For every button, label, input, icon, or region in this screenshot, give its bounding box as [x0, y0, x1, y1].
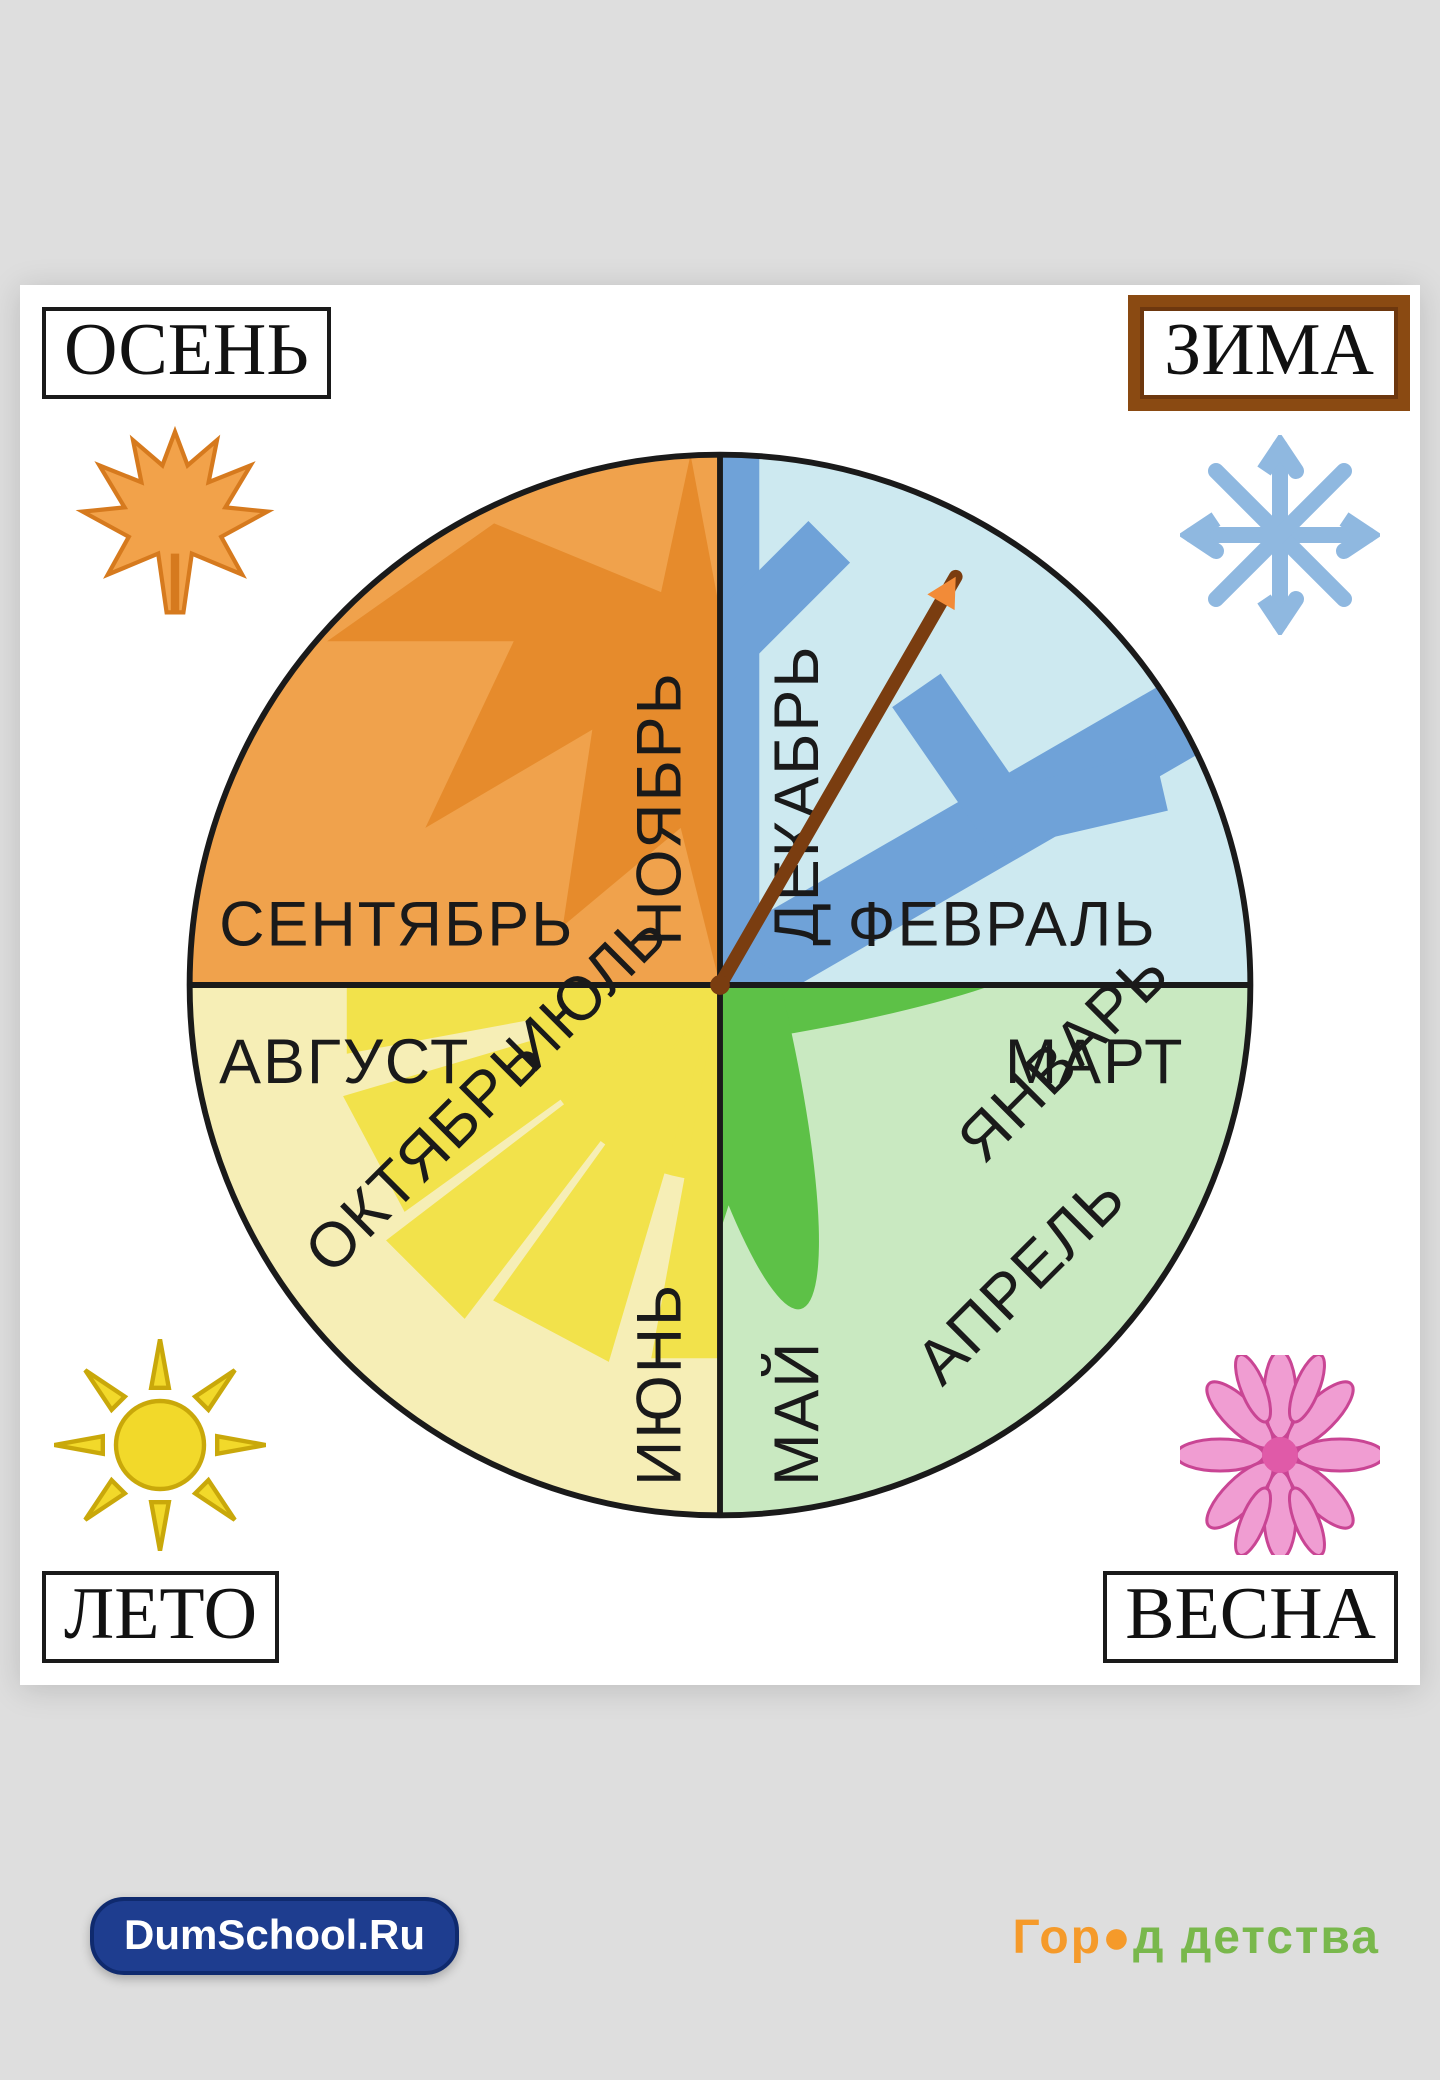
label-winter: ЗИМА: [1140, 307, 1398, 399]
month-february: ФЕВРАЛЬ: [848, 890, 1157, 960]
month-august: АВГУСТ: [219, 1027, 470, 1097]
label-autumn: ОСЕНЬ: [42, 307, 331, 399]
month-may: МАЙ: [761, 1341, 832, 1486]
month-march: МАРТ: [1005, 1027, 1185, 1097]
seasons-wheel: СЕНТЯБРЬ ОКТЯБРЬ НОЯБРЬ ДЕКАБРЬ ЯНВАРЬ Ф…: [170, 435, 1270, 1535]
watermark-gorod: Гор●д детства: [1013, 1910, 1380, 1965]
seasons-card: ОСЕНЬ ЗИМА ЛЕТО ВЕСНА: [20, 285, 1420, 1685]
month-june: ИЮНЬ: [625, 1283, 695, 1486]
watermark-dumschool: DumSchool.Ru: [90, 1897, 459, 1975]
label-spring: ВЕСНА: [1103, 1571, 1398, 1663]
label-summer: ЛЕТО: [42, 1571, 279, 1663]
month-september: СЕНТЯБРЬ: [219, 890, 574, 960]
